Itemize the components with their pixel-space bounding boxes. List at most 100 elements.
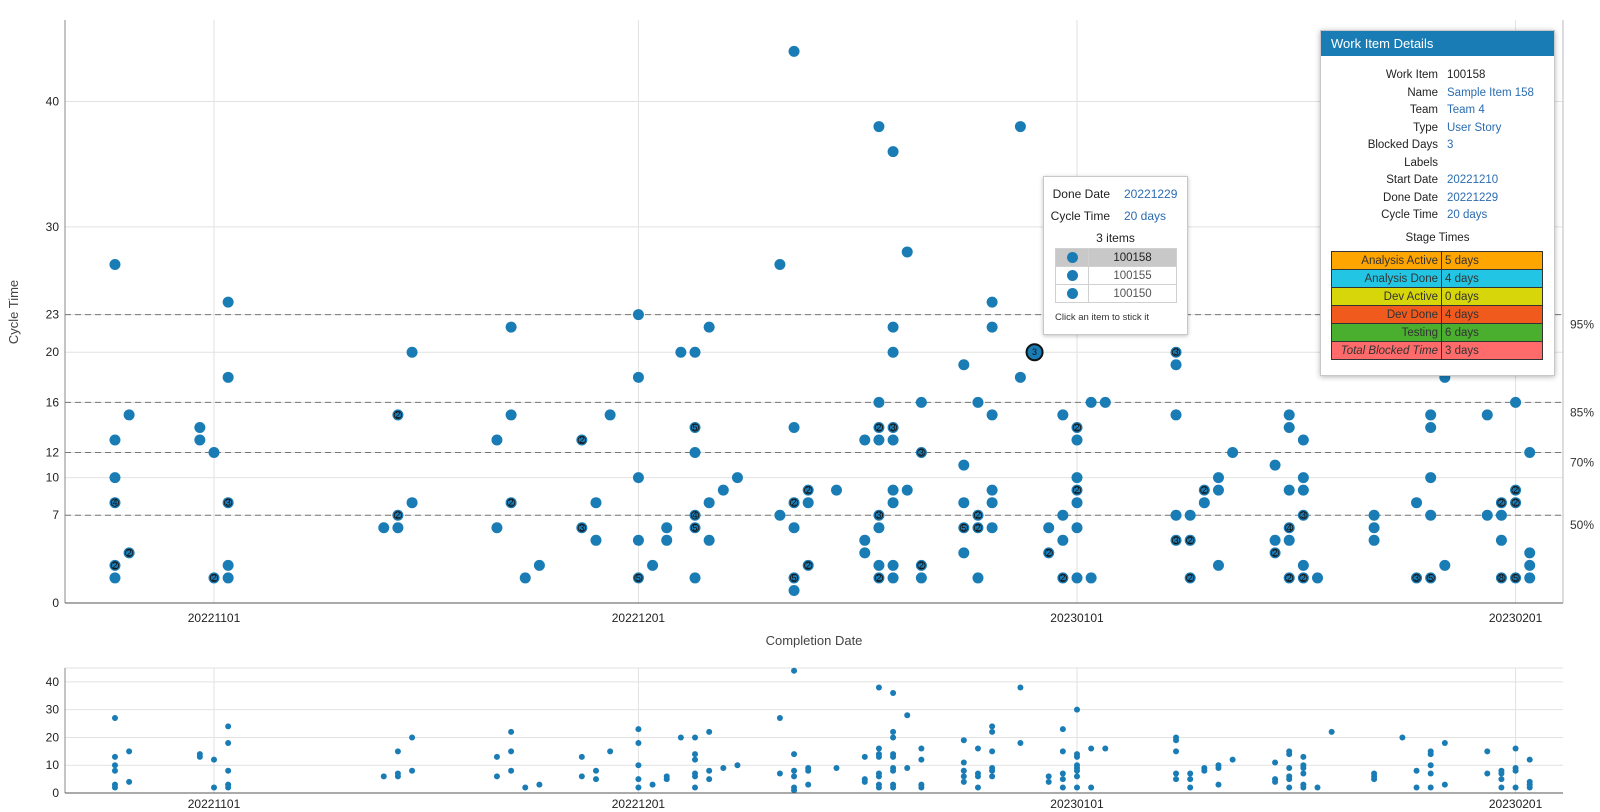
detail-start-date[interactable]: 20221210: [1447, 174, 1499, 186]
data-point[interactable]: [986, 484, 998, 496]
data-point[interactable]: [873, 434, 885, 446]
data-point[interactable]: [1425, 509, 1437, 521]
data-point[interactable]: [901, 484, 913, 496]
data-point[interactable]: [986, 497, 998, 509]
data-point[interactable]: [123, 409, 135, 421]
data-point[interactable]: [519, 572, 531, 584]
data-point[interactable]: [1481, 509, 1493, 521]
data-point[interactable]: [1283, 409, 1295, 421]
data-point[interactable]: [1368, 522, 1380, 534]
data-point[interactable]: [731, 472, 743, 484]
data-point[interactable]: [958, 459, 970, 471]
data-point[interactable]: [1071, 522, 1083, 534]
data-point[interactable]: [1212, 472, 1224, 484]
data-point[interactable]: [632, 472, 644, 484]
data-point[interactable]: [986, 321, 998, 333]
detail-team-link[interactable]: Team 4: [1447, 104, 1485, 116]
data-point[interactable]: [873, 121, 885, 133]
data-point[interactable]: [689, 572, 701, 584]
data-point[interactable]: [703, 497, 715, 509]
data-point[interactable]: [986, 296, 998, 308]
data-point[interactable]: [647, 559, 659, 571]
data-point[interactable]: [1425, 421, 1437, 433]
data-point[interactable]: [1524, 547, 1536, 559]
data-point[interactable]: [1043, 522, 1055, 534]
data-point[interactable]: [1085, 396, 1097, 408]
data-point[interactable]: [109, 472, 121, 484]
data-point[interactable]: [632, 309, 644, 321]
data-point[interactable]: [1269, 459, 1281, 471]
data-point[interactable]: [1071, 434, 1083, 446]
data-point[interactable]: [1184, 509, 1196, 521]
data-point[interactable]: [915, 396, 927, 408]
data-point[interactable]: [887, 497, 899, 509]
data-point[interactable]: [887, 484, 899, 496]
data-point[interactable]: [1212, 484, 1224, 496]
data-point[interactable]: [632, 371, 644, 383]
data-point[interactable]: [1283, 534, 1295, 546]
data-point[interactable]: [661, 522, 673, 534]
navigator-points[interactable]: [111, 667, 1533, 794]
hovered-point[interactable]: [1025, 343, 1044, 362]
data-point[interactable]: [958, 497, 970, 509]
data-point[interactable]: [859, 534, 871, 546]
data-point[interactable]: [109, 434, 121, 446]
data-point[interactable]: [1495, 534, 1507, 546]
data-point[interactable]: [859, 547, 871, 559]
data-point[interactable]: [109, 258, 121, 270]
data-point[interactable]: [830, 484, 842, 496]
data-point[interactable]: [590, 534, 602, 546]
data-point[interactable]: [689, 447, 701, 459]
data-point[interactable]: [986, 522, 998, 534]
data-point[interactable]: [873, 396, 885, 408]
data-point[interactable]: [703, 534, 715, 546]
data-point[interactable]: [1524, 572, 1536, 584]
data-point[interactable]: [491, 522, 503, 534]
data-point[interactable]: [1368, 509, 1380, 521]
data-point[interactable]: [505, 409, 517, 421]
data-point[interactable]: [859, 434, 871, 446]
data-point[interactable]: [887, 572, 899, 584]
data-point[interactable]: [788, 421, 800, 433]
data-point[interactable]: [590, 497, 602, 509]
data-point[interactable]: [1481, 409, 1493, 421]
detail-cycle-time[interactable]: 20 days: [1447, 209, 1488, 221]
data-point[interactable]: [378, 522, 390, 534]
data-point[interactable]: [222, 572, 234, 584]
data-point[interactable]: [194, 421, 206, 433]
data-point[interactable]: [661, 534, 673, 546]
detail-type-link[interactable]: User Story: [1447, 122, 1502, 134]
data-point[interactable]: [1297, 559, 1309, 571]
data-point[interactable]: [774, 509, 786, 521]
data-point[interactable]: [887, 321, 899, 333]
data-point[interactable]: [1085, 572, 1097, 584]
data-point[interactable]: [505, 321, 517, 333]
data-point[interactable]: [788, 45, 800, 57]
data-point[interactable]: [972, 396, 984, 408]
data-point[interactable]: [1495, 509, 1507, 521]
data-point[interactable]: [788, 584, 800, 596]
data-point[interactable]: [788, 522, 800, 534]
data-point[interactable]: [1057, 509, 1069, 521]
data-point[interactable]: [1170, 409, 1182, 421]
data-point[interactable]: [1057, 409, 1069, 421]
data-point[interactable]: [604, 409, 616, 421]
data-point[interactable]: [1510, 396, 1522, 408]
data-point[interactable]: [675, 346, 687, 358]
data-point[interactable]: [1439, 559, 1451, 571]
data-point[interactable]: [406, 346, 418, 358]
data-point[interactable]: [1014, 371, 1026, 383]
data-point[interactable]: [208, 447, 220, 459]
data-point[interactable]: [986, 409, 998, 421]
data-point[interactable]: [958, 547, 970, 559]
data-point[interactable]: [958, 359, 970, 371]
data-point[interactable]: [1170, 509, 1182, 521]
detail-done-date[interactable]: 20221229: [1447, 192, 1499, 204]
data-point[interactable]: [194, 434, 206, 446]
data-point[interactable]: [406, 497, 418, 509]
data-point[interactable]: [222, 296, 234, 308]
data-point[interactable]: [1212, 559, 1224, 571]
data-point[interactable]: [703, 321, 715, 333]
data-point[interactable]: [1297, 472, 1309, 484]
